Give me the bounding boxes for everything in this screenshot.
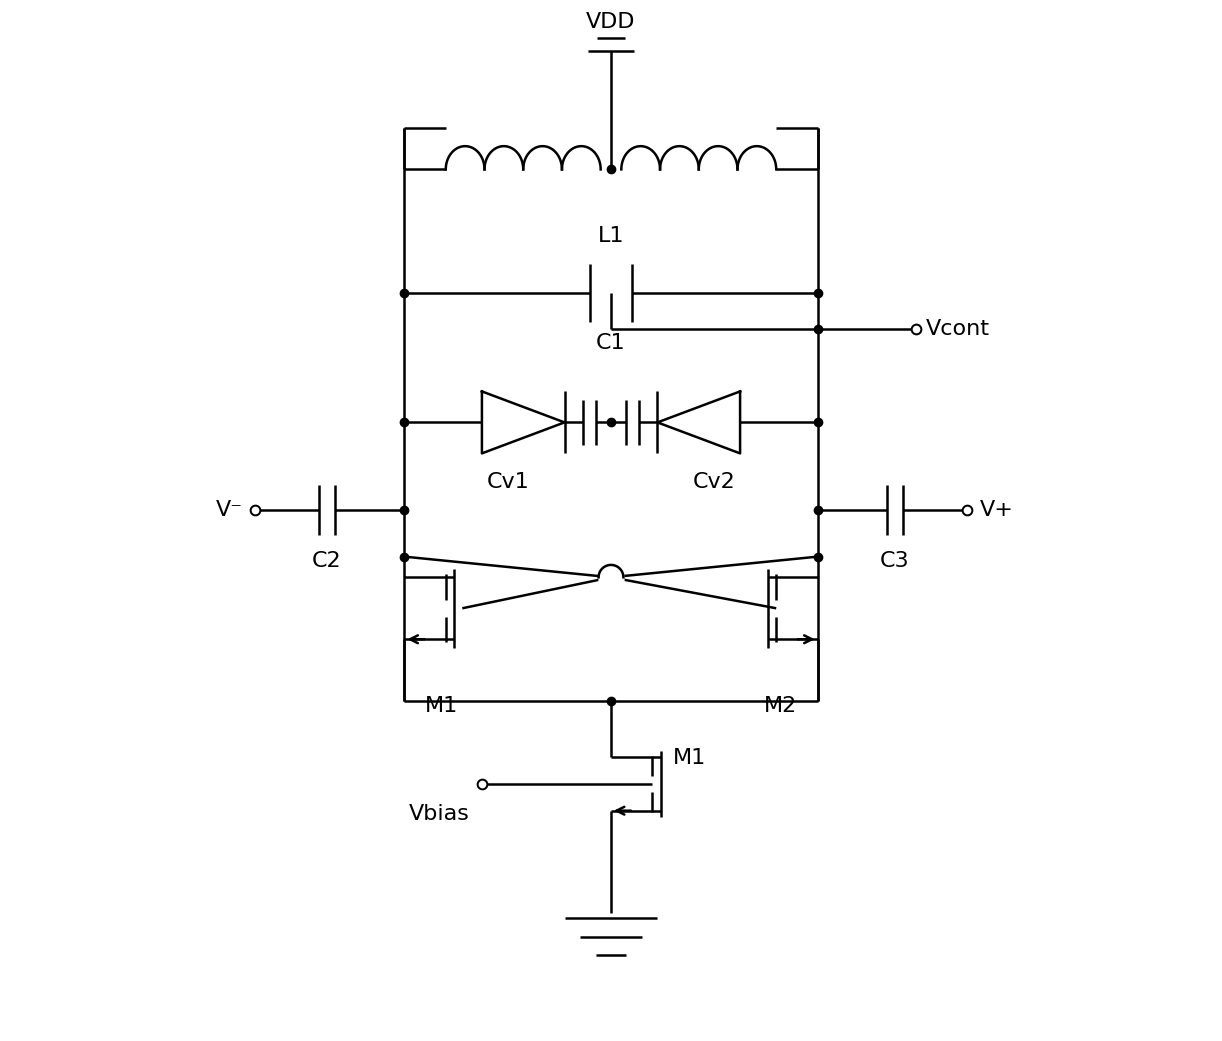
Text: C1: C1 [596,332,626,353]
Text: C2: C2 [312,552,342,572]
Text: Vcont: Vcont [926,320,990,339]
Text: M2: M2 [764,696,797,716]
Text: Cv1: Cv1 [486,472,529,492]
Text: Cv2: Cv2 [693,472,736,492]
Text: C3: C3 [880,552,910,572]
Text: L1: L1 [598,226,624,246]
Text: V⁻: V⁻ [215,500,242,520]
Text: M1: M1 [673,748,706,768]
Text: Vbias: Vbias [408,805,469,824]
Text: VDD: VDD [587,12,635,32]
Text: M1: M1 [425,696,458,716]
Text: V+: V+ [980,500,1013,520]
